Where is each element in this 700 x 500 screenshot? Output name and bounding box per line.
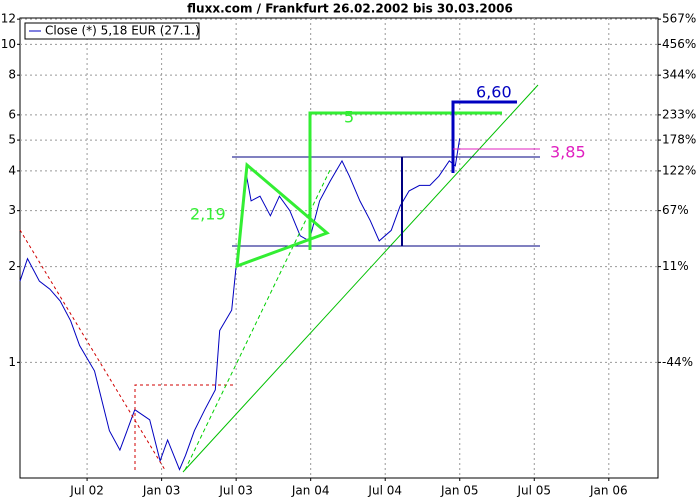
trend-line xyxy=(19,229,166,471)
y-tick-label: 3 xyxy=(8,203,16,217)
y2-tick-label: 344% xyxy=(662,68,696,82)
y-tick-label: 8 xyxy=(8,68,16,82)
y-tick-label: 2 xyxy=(8,259,16,273)
legend-box xyxy=(24,22,200,40)
x-tick-label: Jan 04 xyxy=(291,484,330,498)
y2-tick-label: 122% xyxy=(662,163,696,177)
annotation: 2,19 xyxy=(190,205,226,224)
annotation: 6,60 xyxy=(476,83,512,102)
y2-tick-label: 567% xyxy=(662,12,696,26)
target-line xyxy=(308,111,502,250)
y-tick-label: 5 xyxy=(8,133,16,147)
level-line xyxy=(134,384,235,470)
annotation: 5 xyxy=(344,108,354,127)
triangle xyxy=(235,162,330,269)
legend-label: Close (*) 5,18 EUR (27.1.) xyxy=(45,24,200,38)
plot-area xyxy=(19,17,659,479)
annotation: 3,85 xyxy=(550,143,586,162)
x-tick-label: Jul 02 xyxy=(69,484,104,498)
y-tick-label: 12 xyxy=(1,12,16,26)
y-tick-label: 4 xyxy=(8,163,16,177)
y2-tick-label: -44% xyxy=(662,355,693,369)
x-tick-label: Jul 04 xyxy=(367,484,402,498)
drawings xyxy=(19,84,540,473)
x-tick-label: Jan 03 xyxy=(142,484,181,498)
y-tick-label: 1 xyxy=(8,355,16,369)
y2-tick-label: 233% xyxy=(662,107,696,121)
legend: Close (*) 5,18 EUR (27.1.) xyxy=(24,22,200,40)
grid xyxy=(20,18,658,478)
y2-tick-label: 178% xyxy=(662,133,696,147)
y-tick-label: 10 xyxy=(1,37,16,51)
y-tick-label: 6 xyxy=(8,107,16,121)
x-tick-label: Jul 05 xyxy=(516,484,551,498)
chart-title: fluxx.com / Frankfurt 26.02.2002 bis 30.… xyxy=(187,2,513,16)
x-tick-label: Jan 06 xyxy=(589,484,628,498)
x-tick-label: Jan 05 xyxy=(440,484,479,498)
y2-tick-label: 67% xyxy=(662,203,689,217)
y2-tick-label: 11% xyxy=(662,259,689,273)
x-tick-label: Jul 03 xyxy=(218,484,253,498)
y2-tick-label: 456% xyxy=(662,37,696,51)
